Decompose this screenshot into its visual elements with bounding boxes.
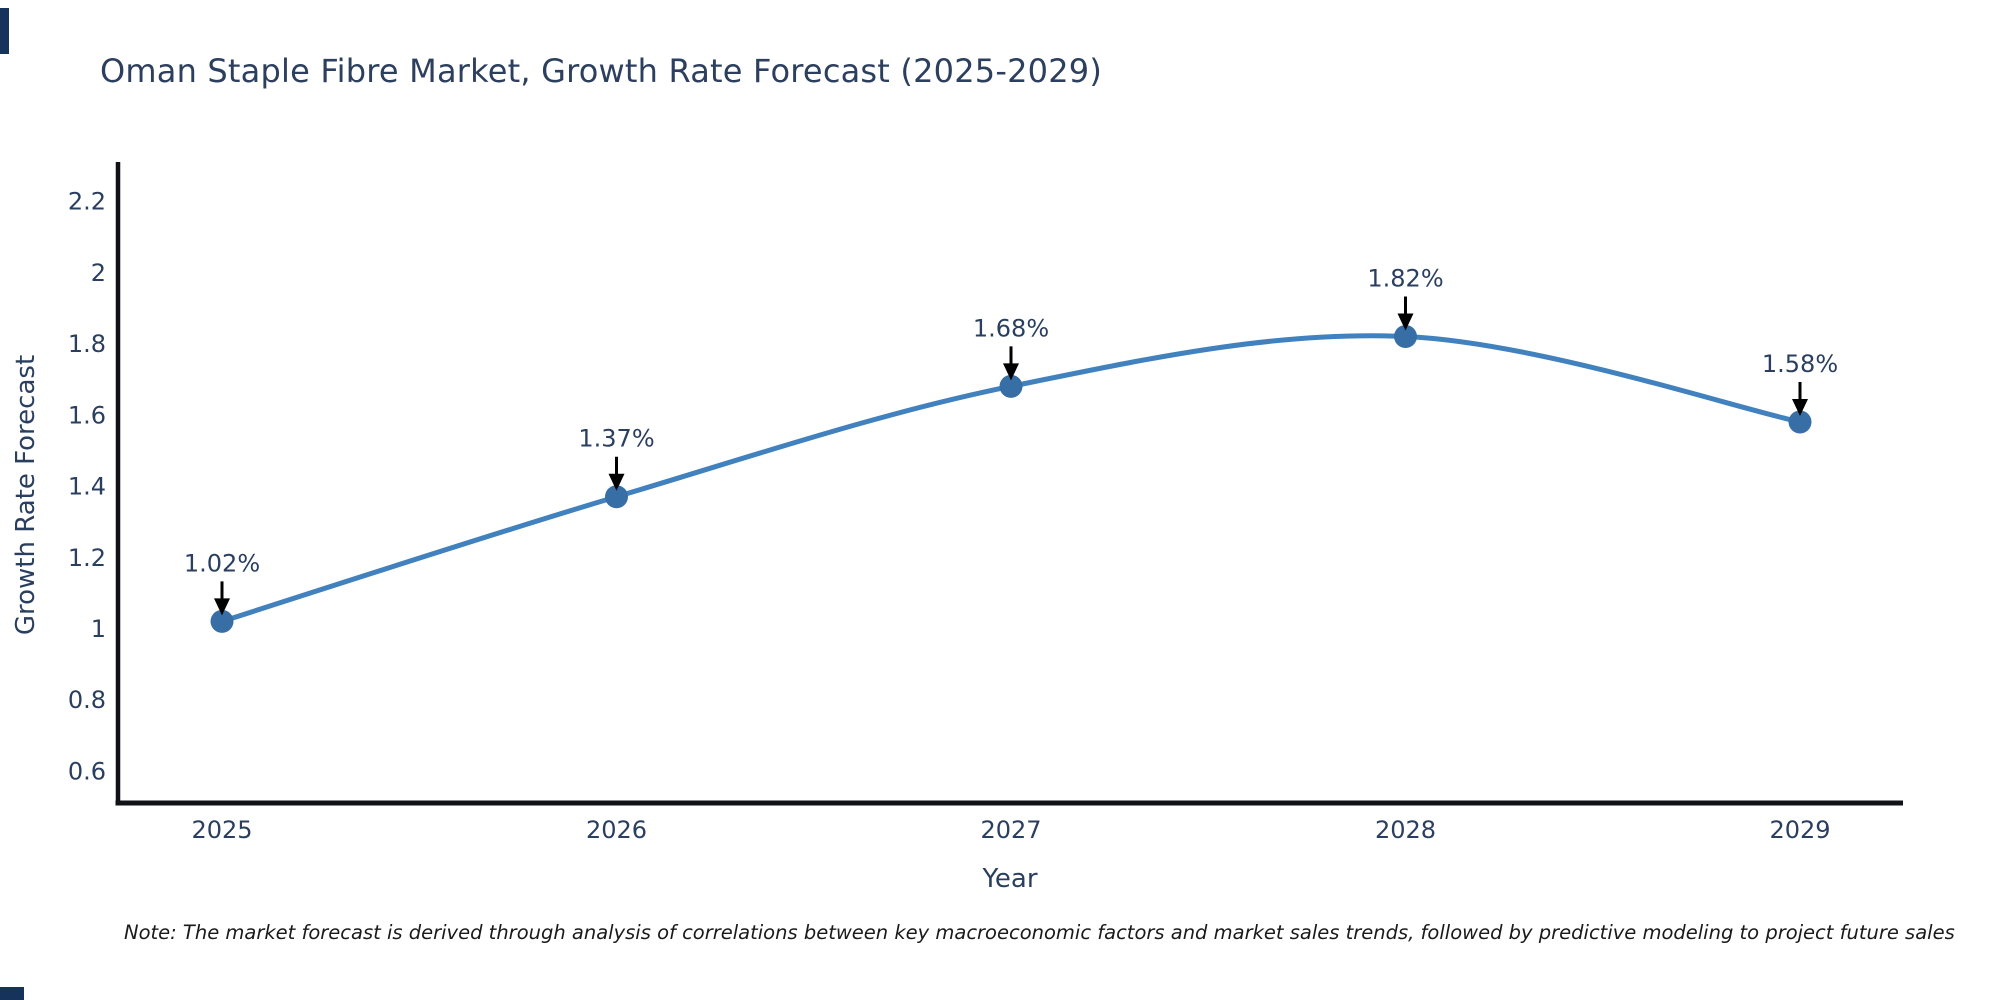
- y-tick-label: 1: [91, 615, 106, 643]
- data-point: [1394, 324, 1417, 348]
- x-tick-label: 2028: [1375, 816, 1436, 844]
- point-value-label: 1.68%: [973, 314, 1049, 342]
- y-tick-label: 1.6: [68, 401, 106, 429]
- y-tick-label: 2.2: [68, 188, 106, 216]
- data-point: [210, 609, 234, 633]
- x-tick-label: 2027: [980, 816, 1041, 844]
- y-tick-label: 2: [91, 259, 106, 287]
- x-tick-label: 2026: [586, 816, 647, 844]
- footnote-text: Note: The market forecast is derived thr…: [124, 921, 1955, 944]
- y-axis-title: Growth Rate Forecast: [11, 355, 41, 635]
- point-value-label: 1.02%: [184, 549, 260, 577]
- data-point: [999, 374, 1023, 398]
- page-edge-mark-top: [0, 8, 9, 54]
- point-value-label: 1.58%: [1762, 350, 1838, 378]
- y-tick-label: 1.4: [68, 473, 106, 501]
- annotation-arrow-head: [608, 473, 625, 491]
- data-point: [605, 485, 628, 509]
- data-point: [1788, 410, 1812, 434]
- x-axis-title: Year: [981, 864, 1037, 894]
- annotation-arrow-head: [214, 598, 230, 616]
- point-value-label: 1.82%: [1367, 264, 1443, 292]
- y-tick-label: 1.8: [68, 330, 106, 358]
- page-edge-mark-bottom: [0, 987, 24, 1000]
- y-tick-label: 1.2: [68, 544, 106, 572]
- annotation-arrow-head: [1792, 398, 1808, 416]
- plot-area: 0.6 0.8 1 1.2 1.4 1.6 1.8 2 2.2 2025 2026 2027 2028 2…: [68, 162, 1903, 844]
- annotation-arrow-head: [1397, 313, 1414, 331]
- y-tick-label: 0.8: [68, 686, 106, 714]
- annotation-arrow-head: [1003, 363, 1019, 381]
- x-tick-label: 2025: [191, 816, 252, 844]
- chart-title: Oman Staple Fibre Market, Growth Rate Fo…: [100, 52, 1103, 90]
- y-tick-label: 0.6: [68, 757, 106, 785]
- x-tick-label: 2029: [1769, 816, 1830, 844]
- point-value-label: 1.37%: [578, 425, 654, 453]
